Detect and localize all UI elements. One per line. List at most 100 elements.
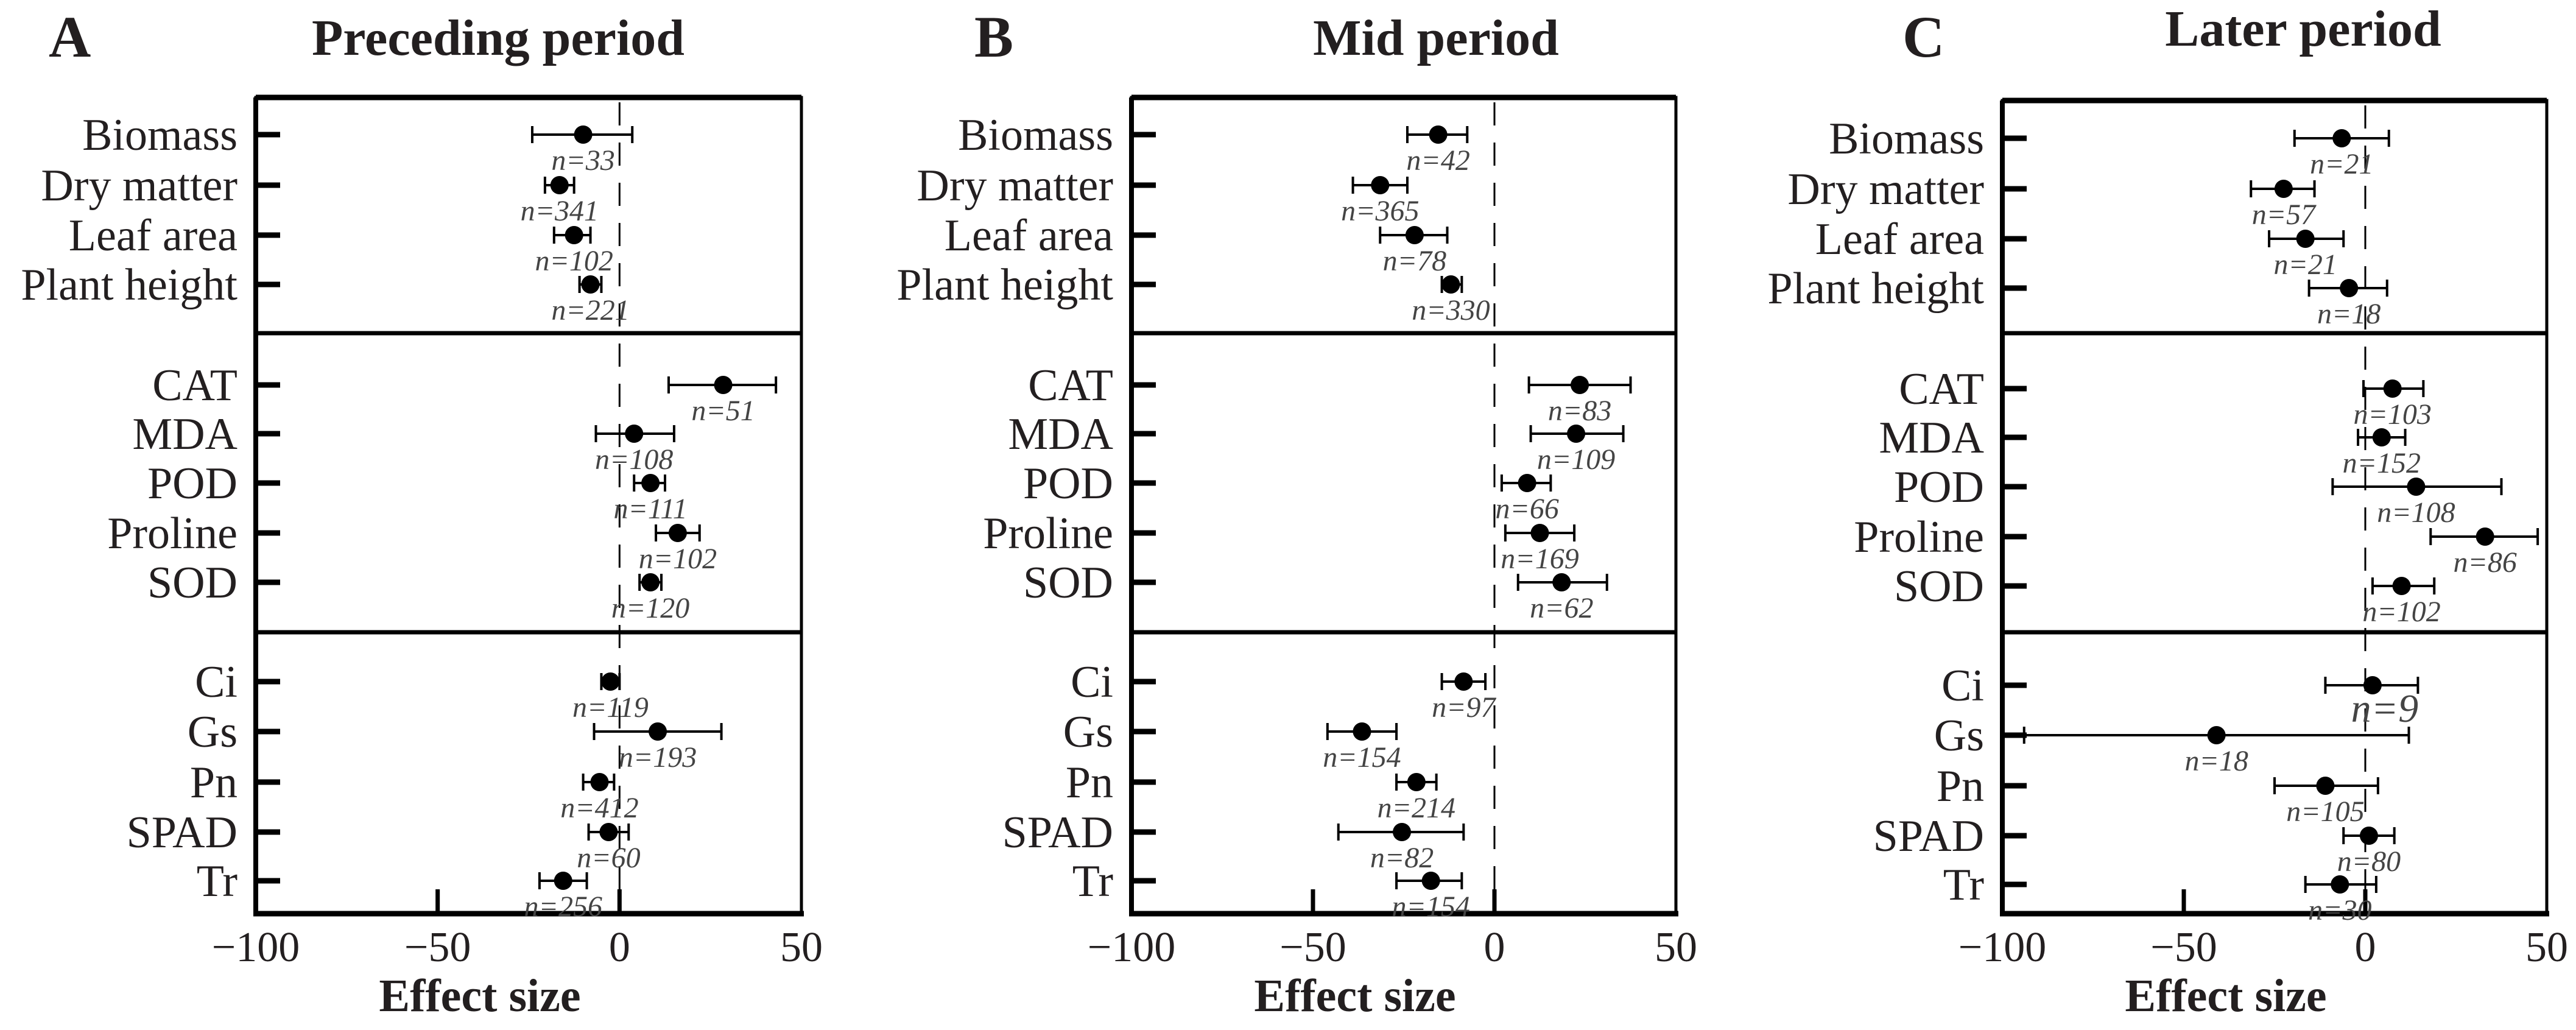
row-proline: Proline n=102 — [107, 509, 717, 575]
sample-size-label: n=82 — [1370, 842, 1434, 874]
category-label: Proline — [983, 509, 1113, 559]
category-label: Proline — [107, 509, 238, 559]
sample-size-label: n=102 — [639, 543, 717, 575]
mean-point — [1454, 672, 1473, 691]
x-tick-label: 0 — [2355, 924, 2376, 971]
row-sod: SOD n=62 — [1023, 558, 1608, 624]
row-tr: Tr n=30 — [1943, 860, 2377, 926]
row-pod: POD n=108 — [1894, 462, 2503, 529]
category-label: MDA — [1879, 413, 1984, 463]
sample-size-label: n=18 — [2317, 298, 2381, 330]
mean-point — [1530, 524, 1549, 542]
category-label: MDA — [132, 409, 238, 459]
sample-size-label: n=105 — [2286, 795, 2364, 828]
row-tr: Tr n=154 — [1072, 856, 1470, 923]
sample-size-label: n=21 — [2310, 148, 2373, 180]
category-label: CAT — [1899, 364, 1984, 414]
category-label: Tr — [1072, 856, 1113, 906]
x-tick-label: −50 — [1279, 924, 1346, 971]
sample-size-label: n=108 — [595, 443, 673, 476]
mean-point — [1567, 425, 1586, 443]
mean-point — [1552, 573, 1571, 591]
sample-size-label: n=62 — [1530, 592, 1593, 624]
x-tick-label: 50 — [1655, 924, 1697, 971]
x-tick-label: 50 — [2525, 924, 2568, 971]
mean-point — [565, 226, 583, 244]
row-gs: Gs n=193 — [188, 707, 723, 774]
row-pn: Pn n=214 — [1066, 758, 1455, 824]
mean-point — [714, 376, 733, 394]
category-label: CAT — [152, 361, 238, 411]
panel-c: C Later period −100 −50 0 50 Effect size Biomas… — [1767, 1, 2568, 1021]
row-pn: Pn n=412 — [190, 758, 639, 824]
sample-size-label: n=120 — [611, 592, 689, 624]
mean-point — [668, 524, 687, 542]
row-sod: SOD n=102 — [1894, 562, 2441, 628]
mean-point — [2274, 180, 2293, 198]
mean-point — [649, 722, 667, 741]
category-label: Biomass — [958, 110, 1113, 160]
sample-size-label: n=154 — [1392, 891, 1470, 923]
category-label: Plant height — [1767, 264, 1984, 314]
sample-size-label: n=108 — [2377, 496, 2455, 529]
sample-size-label: n=111 — [613, 493, 687, 525]
category-label: Pn — [190, 758, 238, 808]
mean-point — [1371, 176, 1390, 194]
x-tick-label: 50 — [780, 924, 823, 971]
category-label: SOD — [1023, 558, 1113, 608]
row-ci: Ci n=119 — [195, 657, 649, 724]
row-mda: MDA n=108 — [132, 409, 675, 476]
mean-point — [641, 474, 660, 492]
mean-point — [1441, 275, 1460, 294]
panel-letter: C — [1902, 4, 1944, 69]
x-tick-label: −100 — [1088, 924, 1175, 971]
row-dry-matter: Dry matter n=341 — [41, 161, 599, 227]
row-spad: SPAD n=80 — [1873, 811, 2401, 878]
sample-size-label: n=152 — [2343, 447, 2421, 479]
row-biomass: Biomass n=33 — [82, 110, 634, 177]
sample-size-label: n=57 — [2252, 199, 2317, 231]
category-label: Biomass — [1829, 114, 1984, 164]
category-label: Pn — [1066, 758, 1113, 808]
mean-point — [2407, 478, 2426, 496]
category-label: CAT — [1028, 361, 1113, 411]
category-label: Plant height — [21, 260, 238, 310]
mean-point — [1353, 722, 1371, 741]
category-label: Pn — [1937, 761, 1984, 811]
category-label: Gs — [1934, 711, 1984, 761]
sample-size-label: n=102 — [2362, 596, 2440, 628]
sample-size-label: n=154 — [1323, 741, 1401, 774]
category-label: Dry matter — [1787, 164, 1984, 214]
row-cat: CAT n=51 — [152, 361, 778, 427]
category-label: Dry matter — [917, 161, 1113, 211]
mean-point — [2340, 279, 2359, 297]
mean-point — [1407, 773, 1426, 791]
category-label: SPAD — [1002, 808, 1113, 858]
x-axis-title: Effect size — [1254, 970, 1455, 1021]
row-biomass: Biomass n=21 — [1829, 114, 2390, 180]
mean-point — [625, 425, 644, 443]
row-tr: Tr n=256 — [197, 856, 602, 923]
category-label: Leaf area — [1815, 214, 1984, 264]
mean-point — [599, 823, 618, 841]
x-tick-label: 0 — [609, 924, 630, 971]
sample-size-label: n=66 — [1495, 493, 1558, 525]
mean-point — [1571, 376, 1589, 394]
x-axis-title: Effect size — [379, 970, 580, 1021]
sample-size-label: n=78 — [1383, 245, 1446, 277]
category-label: Plant height — [896, 260, 1113, 310]
mean-point — [2359, 827, 2378, 845]
mean-point — [2331, 875, 2349, 894]
x-tick-label: −100 — [212, 924, 300, 971]
category-label: Leaf area — [945, 211, 1113, 261]
row-gs: Gs n=18 — [1934, 711, 2410, 777]
category-label: POD — [1894, 462, 1984, 512]
row-leaf-area: Leaf area n=78 — [945, 211, 1449, 277]
row-plant-height: Plant height n=330 — [896, 260, 1490, 326]
category-label: SPAD — [127, 808, 238, 858]
category-label: Ci — [1941, 661, 1984, 711]
row-biomass: Biomass n=42 — [958, 110, 1470, 177]
sample-size-label: n=103 — [2354, 398, 2432, 431]
sample-size-label: n=412 — [560, 792, 638, 824]
sample-size-label: n=9 — [2351, 686, 2419, 731]
